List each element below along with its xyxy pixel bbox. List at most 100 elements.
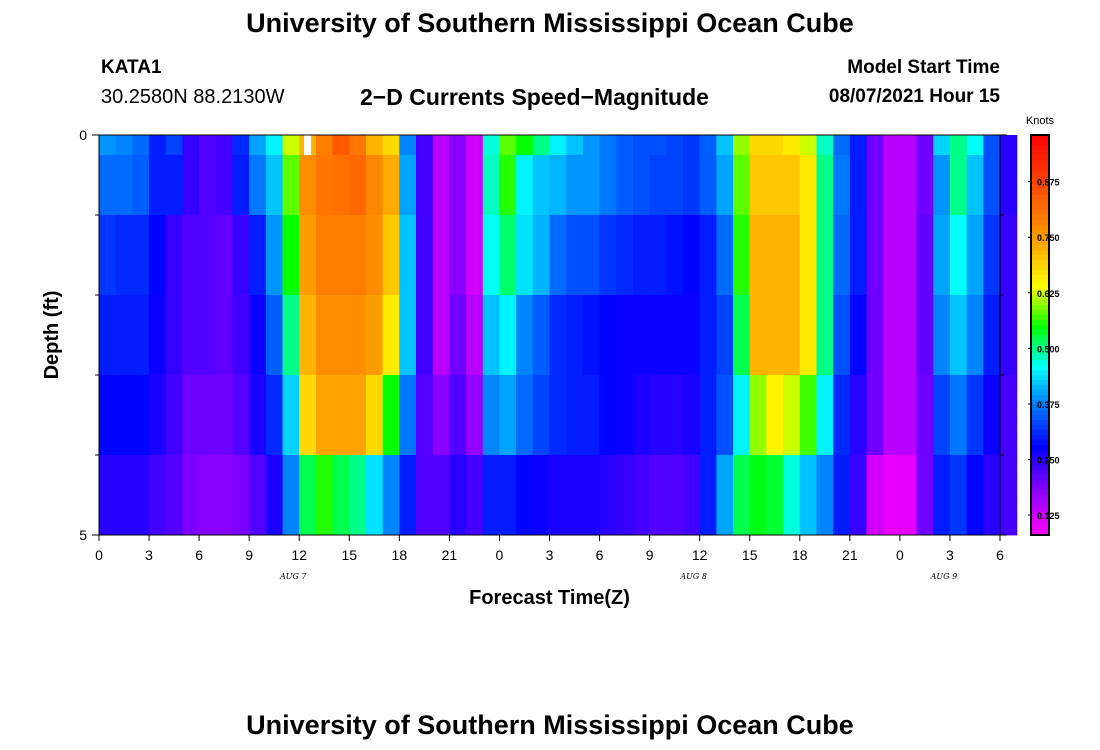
heatmap-cell bbox=[115, 375, 133, 456]
x-tick-label: 15 bbox=[341, 547, 357, 563]
heatmap-cell bbox=[849, 135, 868, 156]
heatmap-cell bbox=[99, 215, 117, 296]
colorbar-segment bbox=[1031, 405, 1049, 411]
heatmap-cell bbox=[883, 135, 901, 156]
heatmap-cell bbox=[899, 135, 918, 156]
heatmap-cell bbox=[232, 215, 250, 296]
heatmap-cell bbox=[649, 135, 667, 156]
heatmap-cell bbox=[983, 295, 1001, 376]
heatmap-cell bbox=[733, 295, 751, 376]
heatmap-cell bbox=[816, 375, 834, 456]
heatmap-cell bbox=[933, 155, 951, 216]
footer-title: University of Southern Mississippi Ocean… bbox=[246, 710, 854, 740]
heatmap-cell bbox=[482, 155, 501, 216]
colorbar-segment bbox=[1031, 305, 1049, 311]
heatmap-cell bbox=[532, 295, 551, 376]
heatmap-cell bbox=[766, 215, 784, 296]
heatmap-cell bbox=[182, 375, 200, 456]
colorbar-segment bbox=[1031, 235, 1049, 241]
heatmap-cell bbox=[199, 455, 217, 536]
heatmap-cell bbox=[699, 215, 717, 296]
heatmap-cell bbox=[549, 155, 567, 216]
heatmap-cell bbox=[365, 295, 384, 376]
heatmap-cell bbox=[949, 155, 968, 216]
heatmap-cell bbox=[666, 215, 684, 296]
heatmap-cell bbox=[682, 295, 701, 376]
heatmap-cell bbox=[566, 215, 584, 296]
colorbar-segment bbox=[1031, 400, 1049, 406]
colorbar-segment bbox=[1031, 300, 1049, 306]
heatmap-cell bbox=[766, 135, 784, 156]
heatmap-cell bbox=[416, 375, 434, 456]
heatmap-cell bbox=[482, 375, 501, 456]
colorbar-segment bbox=[1031, 315, 1049, 321]
colorbar-segment bbox=[1031, 395, 1049, 401]
colorbar-segment bbox=[1031, 310, 1049, 316]
heatmap-cell bbox=[466, 375, 484, 456]
heatmap-cell bbox=[99, 135, 117, 156]
heatmap-cell bbox=[466, 135, 484, 156]
heatmap-cell bbox=[265, 135, 284, 156]
heatmap-cell bbox=[315, 295, 334, 376]
heatmap-cell bbox=[849, 455, 868, 536]
colorbar-segment bbox=[1031, 475, 1049, 481]
heatmap-cell bbox=[949, 455, 968, 536]
colorbar-segment bbox=[1031, 160, 1049, 166]
heatmap-cell bbox=[416, 135, 434, 156]
heatmap-cell bbox=[149, 455, 167, 536]
heatmap-cell bbox=[482, 455, 501, 536]
heatmap-cell bbox=[115, 295, 133, 376]
heatmap-cell bbox=[699, 295, 717, 376]
heatmap-cell bbox=[983, 375, 1001, 456]
heatmap-cell bbox=[916, 135, 934, 156]
heatmap-cell bbox=[866, 455, 884, 536]
heatmap-cell bbox=[799, 375, 818, 456]
colorbar-segment bbox=[1031, 430, 1049, 436]
heatmap-cell bbox=[99, 375, 117, 456]
colorbar-segment bbox=[1031, 530, 1049, 536]
heatmap-cell bbox=[299, 215, 317, 296]
heatmap-cell bbox=[349, 155, 367, 216]
heatmap-cell bbox=[265, 295, 284, 376]
heatmap-cell bbox=[682, 455, 701, 536]
colorbar-segment bbox=[1031, 285, 1049, 291]
colorbar-frame bbox=[1030, 134, 1050, 536]
heatmap-cell bbox=[799, 155, 818, 216]
colorbar-segment bbox=[1031, 500, 1049, 506]
heatmap-cell bbox=[632, 375, 651, 456]
heatmap-cell bbox=[449, 155, 467, 216]
heatmap-cell bbox=[416, 215, 434, 296]
heatmap-cell bbox=[432, 455, 450, 536]
colorbar-segment bbox=[1031, 490, 1049, 496]
heatmap-cell bbox=[149, 375, 167, 456]
heatmap-cell bbox=[365, 215, 384, 296]
colorbar-segment bbox=[1031, 340, 1049, 346]
colorbar-segment bbox=[1031, 345, 1049, 351]
colorbar-tick-label: 0.125 bbox=[1037, 511, 1060, 521]
x-axis-title: Forecast Time(Z) bbox=[469, 587, 630, 609]
colorbar-segment bbox=[1031, 215, 1049, 221]
colorbar-segment bbox=[1031, 280, 1049, 286]
heatmap-cell bbox=[783, 155, 801, 216]
heatmap-cell bbox=[516, 375, 534, 456]
heatmap-cell bbox=[132, 215, 150, 296]
heatmap-cell bbox=[416, 155, 434, 216]
heatmap-cell bbox=[365, 455, 384, 536]
heatmap-cell bbox=[382, 295, 400, 376]
colorbar-segment bbox=[1031, 325, 1049, 331]
heatmap-cell bbox=[582, 135, 601, 156]
x-tick-label: 6 bbox=[996, 547, 1004, 563]
heatmap-cell bbox=[599, 215, 617, 296]
heatmap-cell bbox=[816, 135, 834, 156]
heatmap-cell bbox=[1000, 455, 1018, 536]
date-label: AUG 8 bbox=[679, 572, 707, 581]
heatmap-cell bbox=[1000, 135, 1018, 156]
heatmap-cell bbox=[699, 135, 717, 156]
heatmap-cell bbox=[966, 155, 984, 216]
heatmap-cell bbox=[532, 375, 551, 456]
colorbar-segment bbox=[1031, 460, 1049, 466]
heatmap-cell bbox=[566, 455, 584, 536]
heatmap-cell bbox=[849, 295, 868, 376]
colorbar-segment bbox=[1031, 220, 1049, 226]
heatmap-cell bbox=[149, 215, 167, 296]
